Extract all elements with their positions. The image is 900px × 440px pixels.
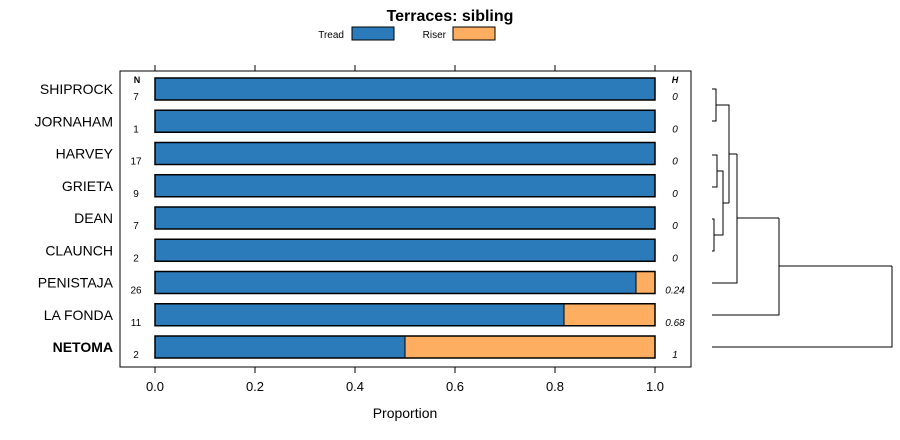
n-value: 9	[133, 189, 139, 200]
category-label: JORNAHAM	[34, 113, 113, 129]
bar-outline	[154, 238, 656, 262]
bar-segment-tread	[155, 207, 655, 229]
h-value: 0	[672, 189, 678, 200]
dendrogram-link	[721, 170, 724, 236]
legend-label-riser: Riser	[423, 30, 447, 41]
n-column-header: N	[134, 75, 141, 85]
x-tick-label: 0.2	[246, 379, 264, 394]
bar-segment-riser	[564, 303, 655, 326]
bar-row: GRIETA 9 0	[62, 174, 678, 200]
h-column-header: H	[672, 75, 679, 85]
x-tick-label: 1.0	[646, 379, 664, 394]
h-value: 0.68	[665, 318, 685, 329]
h-value: 0	[672, 253, 678, 264]
bar-segment-tread	[155, 239, 655, 262]
dendrogram-link	[712, 154, 718, 188]
category-label: CLAUNCH	[45, 242, 113, 258]
bar-segment-tread	[155, 303, 564, 326]
x-tick-label: 0.0	[146, 379, 164, 394]
dendrogram-link	[712, 266, 893, 348]
bar-row: JORNAHAM 1 0	[34, 109, 678, 135]
n-value: 7	[133, 221, 139, 232]
category-label: LA FONDA	[44, 307, 114, 323]
x-tick-label: 0.6	[446, 379, 464, 394]
h-value: 1	[672, 350, 678, 361]
bar-segment-tread	[155, 110, 655, 133]
bar-segment-tread	[155, 142, 655, 165]
dendrogram-link	[712, 218, 715, 252]
bar-segment-riser	[636, 271, 655, 294]
h-value: 0.24	[665, 286, 685, 297]
n-value: 17	[130, 157, 142, 168]
h-value: 0	[672, 157, 678, 168]
bar-outline	[154, 109, 656, 133]
n-value: 2	[133, 253, 139, 264]
h-value: 0	[672, 124, 678, 135]
bar-outline	[154, 174, 656, 198]
legend-swatch-tread	[351, 26, 395, 41]
dendrogram-link	[712, 154, 738, 284]
category-label: SHIPROCK	[40, 81, 114, 97]
category-label: PENISTAJA	[38, 275, 114, 291]
bar-outline	[154, 206, 656, 230]
bar-segment-tread	[155, 336, 405, 358]
bar-row: LA FONDA 11 0.68	[44, 303, 685, 329]
legend-label-tread: Tread	[318, 30, 344, 41]
dendrogram-link	[712, 88, 717, 122]
category-label: GRIETA	[62, 178, 114, 194]
bar-row: HARVEY 17 0	[56, 141, 678, 168]
x-tick-label: 0.4	[346, 379, 364, 394]
bar-row: DEAN 7 0	[74, 206, 678, 232]
legend: Tread Riser	[318, 26, 496, 41]
dendrogram-link	[722, 104, 730, 203]
category-label: NETOMA	[53, 339, 113, 355]
category-label: DEAN	[74, 210, 113, 226]
category-label: HARVEY	[56, 146, 114, 162]
n-value: 2	[133, 350, 139, 361]
bar-row: CLAUNCH 2 0	[45, 238, 678, 264]
x-axis: 0.0 0.2 0.4 0.6 0.8 1.0	[146, 65, 664, 394]
bar-segment-tread	[155, 78, 655, 100]
bar-outline	[154, 77, 656, 101]
plot-frame	[119, 70, 692, 368]
h-value: 0	[672, 221, 678, 232]
n-value: 7	[133, 92, 139, 103]
bar-segment-riser	[405, 336, 655, 358]
bar-row: PENISTAJA 26 0.24	[38, 270, 685, 297]
x-tick-label: 0.8	[546, 379, 564, 394]
n-value: 26	[130, 286, 142, 297]
h-value: 0	[672, 92, 678, 103]
bar-outline	[154, 335, 656, 359]
bar-outline	[154, 270, 656, 295]
dendrogram	[712, 88, 893, 348]
legend-swatch-riser	[452, 26, 496, 41]
n-value: 11	[131, 318, 142, 329]
chart-title: Terraces: sibling	[387, 8, 514, 25]
bar-row: NETOMA 2 1	[53, 335, 678, 361]
n-value: 1	[133, 124, 139, 135]
x-axis-label: Proportion	[373, 405, 438, 421]
bar-row: SHIPROCK 7 0	[40, 77, 678, 103]
bar-outline	[154, 141, 656, 166]
dendrogram-link	[712, 218, 780, 316]
bar-outline	[154, 303, 656, 327]
bar-segment-tread	[155, 271, 636, 294]
bar-segment-tread	[155, 174, 655, 197]
